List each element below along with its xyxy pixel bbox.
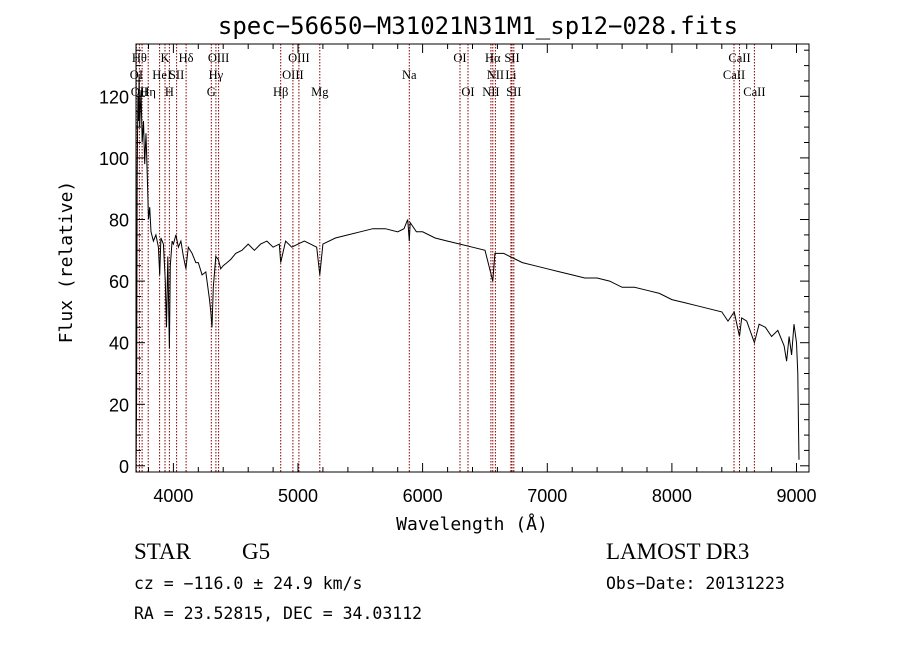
line-label: OI [453,51,466,65]
x-tick-label: 5000 [278,486,318,506]
line-label: Hδ [179,51,194,65]
spectrum-line [135,74,800,466]
object-class: STAR [134,539,192,564]
line-label: K [160,51,169,65]
x-tick-label: 8000 [652,486,692,506]
redshift-readout: cz = −116.0 ± 24.9 km/s [134,574,362,593]
line-label: Hθ [132,51,147,65]
object-subclass: G5 [242,539,270,564]
y-tick-label: 100 [99,149,129,169]
line-label: SII [506,85,521,99]
line-label: Hη [140,85,156,99]
line-label: CaII [723,68,745,82]
y-axis-label: Flux (relative) [56,181,77,344]
line-label: NII [487,68,504,82]
line-label: Hγ [209,68,224,82]
coordinates-readout: RA = 23.52815, DEC = 34.03112 [134,604,422,623]
x-tick-label: 6000 [403,486,443,506]
y-tick-label: 20 [109,395,129,415]
line-label: CaII [743,85,765,99]
line-label: CaII [728,51,750,65]
line-label: Li [505,68,517,82]
line-label: OIII [288,51,310,65]
spectrum-series [135,74,800,466]
line-label: He [152,68,167,82]
x-tick-label: 9000 [776,486,816,506]
line-label: I [167,68,171,82]
line-label: NII [482,85,499,99]
line-label: H [165,85,174,99]
obs-date-readout: Obs−Date: 20131223 [606,574,785,593]
y-ticks: 0 20 40 60 80 100 120 [99,49,809,477]
line-label: Hβ [273,85,288,99]
y-tick-label: 0 [119,457,129,477]
line-label: OIII [208,51,230,65]
y-tick-label: 60 [109,272,129,292]
line-label: Hα [485,51,501,65]
line-label: OI [461,85,474,99]
survey-name: LAMOST DR3 [606,539,749,564]
plot-frame [135,43,810,473]
line-label: Na [402,68,417,82]
line-label: G [207,85,216,99]
x-axis-label: Wavelength (Å) [396,513,548,535]
line-label: Mg [311,85,329,99]
x-tick-label: 4000 [153,486,193,506]
y-tick-label: 80 [109,211,129,231]
line-label: SII [504,51,519,65]
y-tick-label: 40 [109,334,129,354]
line-label: SII [169,68,184,82]
x-ticks: 4000 5000 6000 7000 8000 9000 [148,44,817,506]
line-label: OIII [282,68,304,82]
chart-title: spec−56650−M31021N31M1_sp12−028.fits [218,12,738,40]
y-tick-label: 120 [99,87,129,107]
x-tick-label: 7000 [527,486,567,506]
